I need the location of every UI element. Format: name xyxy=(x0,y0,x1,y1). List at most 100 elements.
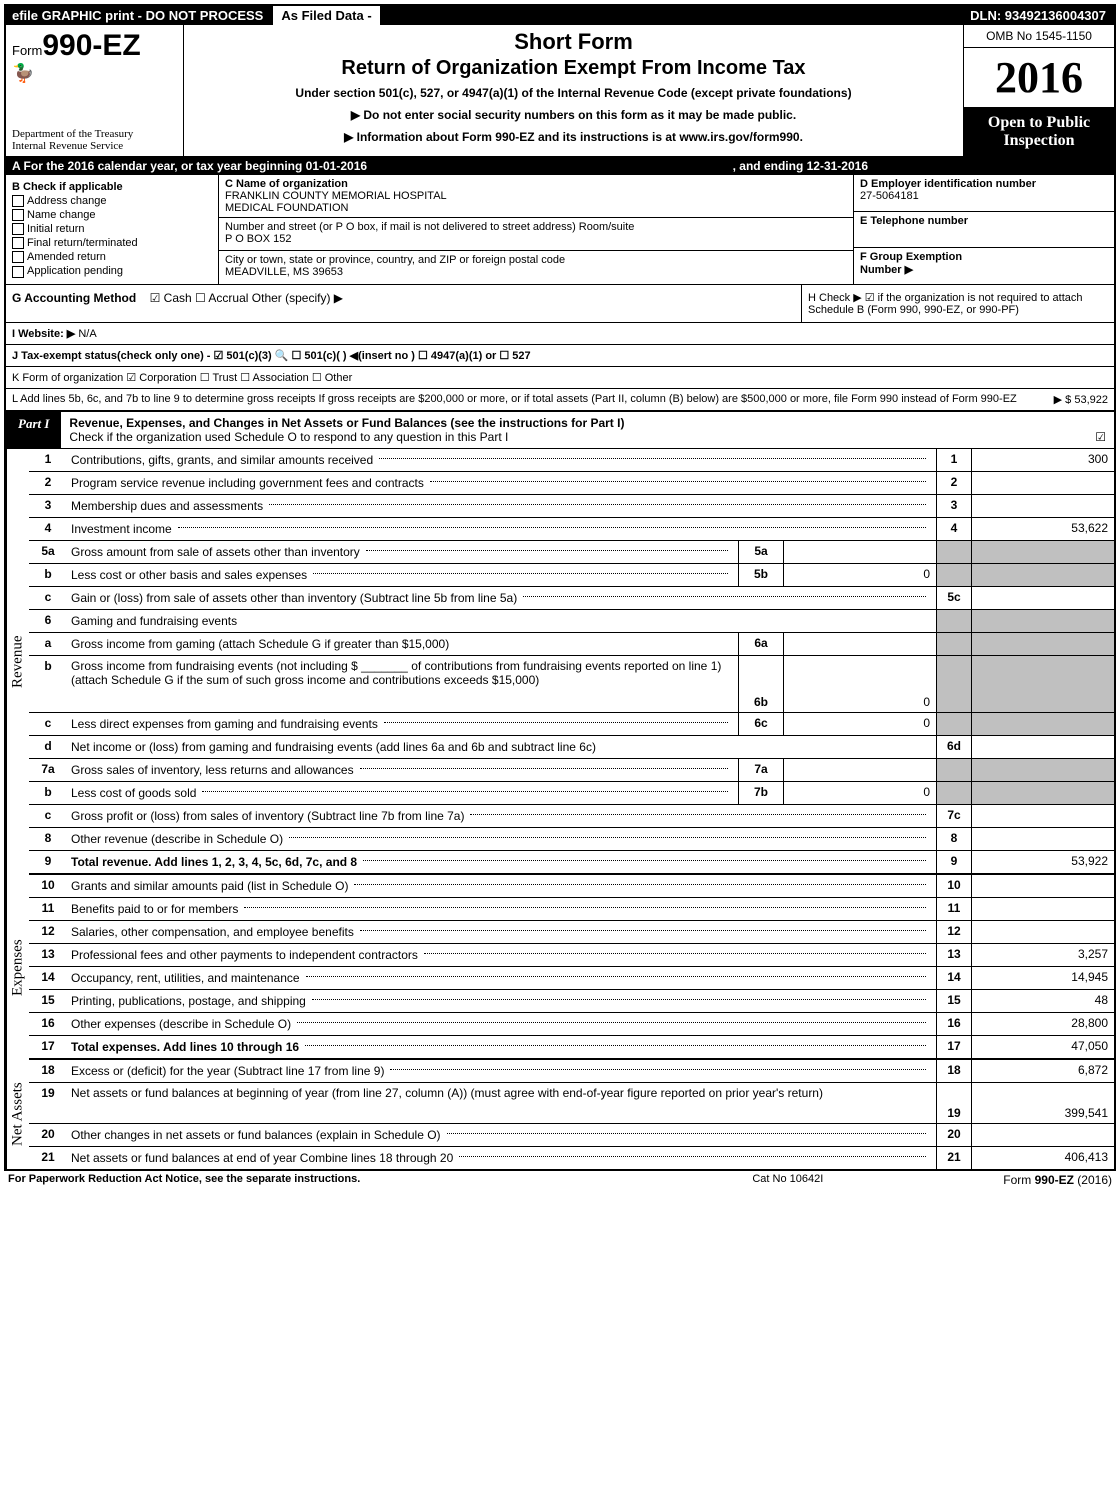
line-6b: b Gross income from fundraising events (… xyxy=(29,656,1114,713)
i-label: I Website: ▶ xyxy=(12,328,75,340)
line-4: 4 Investment income 4 53,622 xyxy=(29,518,1114,541)
part-i-tag: Part I xyxy=(6,412,61,448)
part-i-check[interactable]: ☑ xyxy=(1095,430,1106,444)
revenue-label: Revenue xyxy=(6,449,29,875)
netassets-section: Net Assets 18 Excess or (deficit) for th… xyxy=(6,1060,1114,1169)
part-i-header: Part I Revenue, Expenses, and Changes in… xyxy=(6,412,1114,449)
line-11: 11 Benefits paid to or for members 11 xyxy=(29,898,1114,921)
form-number: Form990-EZ 🦆 xyxy=(12,29,177,84)
h-check[interactable]: H Check ▶ ☑ if the organization is not r… xyxy=(801,285,1114,322)
line-12: 12 Salaries, other compensation, and emp… xyxy=(29,921,1114,944)
e-label: E Telephone number xyxy=(860,215,968,227)
line-7a: 7a Gross sales of inventory, less return… xyxy=(29,759,1114,782)
tax-exempt-row: J Tax-exempt status(check only one) - ☑ … xyxy=(6,345,1114,367)
line-3: 3 Membership dues and assessments 3 xyxy=(29,495,1114,518)
line-20: 20 Other changes in net assets or fund b… xyxy=(29,1124,1114,1147)
part-i-title: Revenue, Expenses, and Changes in Net As… xyxy=(61,412,1114,448)
line-13: 13 Professional fees and other payments … xyxy=(29,944,1114,967)
expenses-label: Expenses xyxy=(6,875,29,1060)
expenses-section: Expenses 10 Grants and similar amounts p… xyxy=(6,875,1114,1060)
l-value: ▶ $ 53,922 xyxy=(1054,393,1108,406)
as-filed-label: As Filed Data - xyxy=(273,6,379,25)
line-5b: b Less cost or other basis and sales exp… xyxy=(29,564,1114,587)
line-2: 2 Program service revenue including gove… xyxy=(29,472,1114,495)
revenue-body: 1 Contributions, gifts, grants, and simi… xyxy=(29,449,1114,875)
j-text[interactable]: J Tax-exempt status(check only one) - ☑ … xyxy=(12,350,531,362)
c-label: C Name of organization xyxy=(225,178,348,190)
k-text[interactable]: K Form of organization ☑ Corporation ☐ T… xyxy=(12,372,352,384)
website-row: I Website: ▶ N/A xyxy=(6,323,1114,345)
b-label: B Check if applicable xyxy=(12,181,212,193)
line-9: 9 Total revenue. Add lines 1, 2, 3, 4, 5… xyxy=(29,851,1114,875)
header-right: OMB No 1545-1150 2016 Open to Public Ins… xyxy=(963,25,1114,156)
accounting-method: G Accounting Method ☑ Cash ☐ Accrual Oth… xyxy=(6,285,801,322)
city-label: City or town, state or province, country… xyxy=(225,254,565,266)
line-10: 10 Grants and similar amounts paid (list… xyxy=(29,875,1114,898)
city: MEADVILLE, MS 39653 xyxy=(225,266,343,278)
opt-initial-return[interactable]: Initial return xyxy=(12,223,212,235)
line-8: 8 Other revenue (describe in Schedule O)… xyxy=(29,828,1114,851)
line-16: 16 Other expenses (describe in Schedule … xyxy=(29,1013,1114,1036)
line-19: 19 Net assets or fund balances at beginn… xyxy=(29,1083,1114,1124)
cat-no: Cat No 10642I xyxy=(752,1173,823,1187)
form-prefix: Form xyxy=(12,43,42,58)
return-title: Return of Organization Exempt From Incom… xyxy=(194,57,953,80)
dln-label: DLN: 93492136004307 xyxy=(962,6,1114,25)
gh-row: G Accounting Method ☑ Cash ☐ Accrual Oth… xyxy=(6,285,1114,323)
line-l-row: L Add lines 5b, 6c, and 7b to line 9 to … xyxy=(6,389,1114,412)
opt-application-pending[interactable]: Application pending xyxy=(12,265,212,277)
omb-number: OMB No 1545-1150 xyxy=(964,25,1114,48)
revenue-section: Revenue 1 Contributions, gifts, grants, … xyxy=(6,449,1114,875)
row-a-tax-year: A For the 2016 calendar year, or tax yea… xyxy=(6,157,1114,175)
org-name: FRANKLIN COUNTY MEMORIAL HOSPITAL MEDICA… xyxy=(225,190,447,214)
netassets-label: Net Assets xyxy=(6,1060,29,1169)
header-left: Form990-EZ 🦆 Department of the Treasury … xyxy=(6,25,184,156)
duck-icon: 🦆 xyxy=(12,63,177,84)
expenses-body: 10 Grants and similar amounts paid (list… xyxy=(29,875,1114,1060)
opt-address-change[interactable]: Address change xyxy=(12,195,212,207)
opt-name-change[interactable]: Name change xyxy=(12,209,212,221)
right-info: D Employer identification number 27-5064… xyxy=(853,175,1114,284)
line-5a: 5a Gross amount from sale of assets othe… xyxy=(29,541,1114,564)
efile-label: efile GRAPHIC print - DO NOT PROCESS xyxy=(6,6,269,25)
line-18: 18 Excess or (deficit) for the year (Sub… xyxy=(29,1060,1114,1083)
check-applicable: B Check if applicable Address change Nam… xyxy=(6,175,219,284)
section-b: B Check if applicable Address change Nam… xyxy=(6,175,1114,285)
l-text: L Add lines 5b, 6c, and 7b to line 9 to … xyxy=(12,393,1046,406)
form-ref: Form 990-EZ (2016) xyxy=(1003,1173,1112,1187)
line-7b: b Less cost of goods sold 7b 0 xyxy=(29,782,1114,805)
form-number-big: 990-EZ xyxy=(42,29,140,62)
row-a-text: A For the 2016 calendar year, or tax yea… xyxy=(12,159,367,173)
open-to-public: Open to Public Inspection xyxy=(964,108,1114,156)
header: Form990-EZ 🦆 Department of the Treasury … xyxy=(6,25,1114,157)
line-5c: c Gain or (loss) from sale of assets oth… xyxy=(29,587,1114,610)
form-of-org-row: K Form of organization ☑ Corporation ☐ T… xyxy=(6,367,1114,389)
group-exemption-row: F Group Exemption Number ▶ xyxy=(854,248,1114,284)
line-14: 14 Occupancy, rent, utilities, and maint… xyxy=(29,967,1114,990)
line-21: 21 Net assets or fund balances at end of… xyxy=(29,1147,1114,1169)
line-6c: c Less direct expenses from gaming and f… xyxy=(29,713,1114,736)
phone-row: E Telephone number xyxy=(854,212,1114,249)
part-i-sub: Check if the organization used Schedule … xyxy=(69,430,508,444)
row-a-ending: , and ending 12-31-2016 xyxy=(733,159,868,173)
org-name-row: C Name of organization FRANKLIN COUNTY M… xyxy=(219,175,853,218)
line-1: 1 Contributions, gifts, grants, and simi… xyxy=(29,449,1114,472)
g-label: G Accounting Method xyxy=(12,291,136,305)
website-value: N/A xyxy=(78,328,96,340)
addr-label: Number and street (or P O box, if mail i… xyxy=(225,221,634,233)
short-form-title: Short Form xyxy=(194,29,953,55)
footer: For Paperwork Reduction Act Notice, see … xyxy=(4,1171,1116,1189)
city-row: City or town, state or province, country… xyxy=(219,251,853,283)
note-ssn: ▶ Do not enter social security numbers o… xyxy=(194,108,953,122)
opt-final-return[interactable]: Final return/terminated xyxy=(12,237,212,249)
line-6d: d Net income or (loss) from gaming and f… xyxy=(29,736,1114,759)
g-options[interactable]: ☑ Cash ☐ Accrual Other (specify) ▶ xyxy=(150,291,343,305)
f-label: F Group Exemption Number ▶ xyxy=(860,251,962,276)
address-row: Number and street (or P O box, if mail i… xyxy=(219,218,853,251)
netassets-body: 18 Excess or (deficit) for the year (Sub… xyxy=(29,1060,1114,1169)
opt-amended-return[interactable]: Amended return xyxy=(12,251,212,263)
subtitle: Under section 501(c), 527, or 4947(a)(1)… xyxy=(194,86,953,100)
tax-year: 2016 xyxy=(964,48,1114,108)
note-info: ▶ Information about Form 990-EZ and its … xyxy=(194,130,953,144)
line-6: 6 Gaming and fundraising events xyxy=(29,610,1114,633)
